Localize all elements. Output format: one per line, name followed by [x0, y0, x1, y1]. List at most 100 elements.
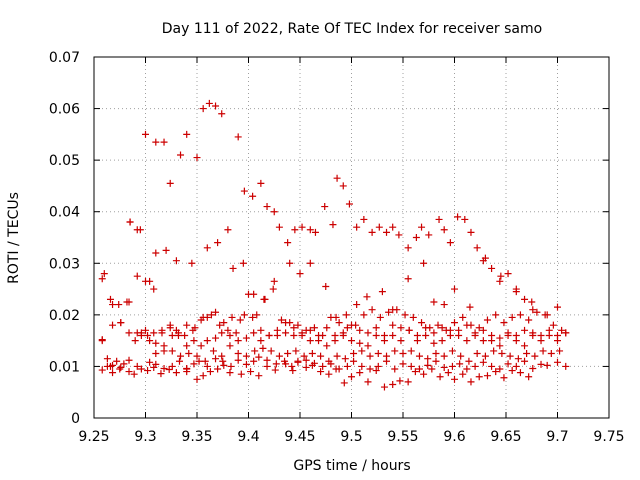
data-point — [405, 326, 413, 334]
data-point — [488, 362, 496, 370]
data-point — [228, 313, 236, 321]
data-point — [424, 355, 432, 363]
data-point — [363, 293, 371, 301]
data-point — [220, 361, 228, 369]
data-point — [250, 290, 258, 298]
data-point — [290, 324, 298, 332]
data-point — [172, 369, 180, 377]
data-point — [197, 342, 205, 350]
y-tick-label: 0.03 — [49, 256, 80, 272]
data-point — [319, 362, 327, 370]
data-point — [284, 350, 292, 358]
data-point — [562, 329, 570, 337]
data-point — [177, 352, 185, 360]
data-point — [242, 352, 250, 360]
data-point — [508, 367, 516, 375]
data-point — [275, 223, 283, 231]
data-point — [98, 337, 106, 345]
data-point — [376, 313, 384, 321]
data-point — [422, 331, 430, 339]
data-point — [317, 352, 325, 360]
data-point — [125, 298, 133, 306]
data-point — [512, 362, 520, 370]
data-point — [456, 360, 464, 368]
data-point — [335, 365, 343, 373]
data-point — [383, 228, 391, 236]
y-axis-ticks: 0 0.01 0.02 0.03 0.04 0.05 0.06 0.07 — [49, 50, 609, 427]
data-point — [284, 239, 292, 247]
data-point — [229, 264, 237, 272]
data-point — [444, 369, 452, 377]
data-point — [442, 326, 450, 334]
y-tick-label: 0.07 — [49, 50, 80, 66]
data-point — [543, 361, 551, 369]
data-point — [375, 223, 383, 231]
data-point — [152, 350, 160, 358]
data-point — [142, 326, 149, 334]
data-point — [366, 365, 374, 373]
data-point — [237, 370, 245, 378]
data-point — [415, 352, 423, 360]
data-point — [547, 350, 555, 358]
chart-title: Day 111 of 2022, Rate Of TEC Index for r… — [162, 21, 542, 37]
data-point — [195, 357, 203, 365]
data-point — [430, 329, 438, 337]
data-point — [353, 301, 361, 309]
data-point — [290, 331, 298, 339]
data-point — [220, 319, 228, 327]
data-point — [420, 370, 428, 378]
data-point — [440, 352, 448, 360]
data-point — [343, 324, 351, 332]
data-point — [109, 369, 117, 377]
data-point — [506, 352, 514, 360]
data-point — [504, 329, 512, 337]
data-point — [440, 301, 448, 309]
data-point — [401, 311, 409, 319]
y-tick-label: 0 — [71, 411, 80, 427]
data-point — [488, 331, 496, 339]
data-point — [302, 356, 310, 364]
data-point — [270, 208, 278, 216]
data-point — [498, 350, 506, 358]
data-point — [364, 342, 372, 350]
data-point — [504, 270, 512, 278]
data-point — [523, 350, 531, 358]
data-point — [282, 329, 290, 337]
grid-lines — [94, 57, 609, 418]
data-point — [117, 363, 125, 371]
data-point — [562, 362, 570, 370]
data-point — [459, 313, 467, 321]
data-point — [218, 329, 226, 337]
data-point — [133, 362, 141, 370]
data-point — [389, 380, 397, 388]
data-point — [514, 355, 522, 363]
data-point — [389, 331, 397, 339]
data-point — [492, 368, 500, 376]
data-point — [311, 228, 319, 236]
data-point — [424, 361, 432, 369]
data-point — [183, 130, 191, 138]
data-point — [310, 324, 318, 332]
data-point — [98, 275, 106, 283]
data-point — [249, 192, 257, 200]
data-point — [521, 295, 529, 303]
data-point — [543, 311, 551, 319]
data-point — [292, 347, 300, 355]
x-tick-label: 9.35 — [181, 429, 212, 445]
data-point — [409, 313, 417, 321]
data-point — [364, 329, 372, 337]
data-point — [342, 311, 350, 319]
data-point — [325, 370, 333, 378]
data-point — [242, 360, 250, 368]
data-point — [288, 362, 296, 370]
data-point — [465, 357, 473, 365]
data-point — [310, 359, 318, 367]
data-point — [183, 321, 191, 329]
y-tick-label: 0.04 — [49, 205, 80, 221]
x-axis-label: GPS time / hours — [293, 458, 410, 474]
data-point — [168, 347, 176, 355]
data-point — [457, 352, 465, 360]
data-point — [389, 223, 397, 231]
data-point — [207, 311, 215, 319]
data-point — [98, 366, 106, 374]
